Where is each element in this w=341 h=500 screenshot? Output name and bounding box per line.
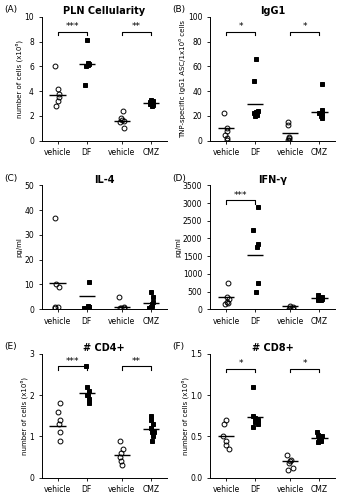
Title: # CD8+: # CD8+ bbox=[252, 343, 294, 353]
Title: PLN Cellularity: PLN Cellularity bbox=[63, 6, 145, 16]
Title: IgG1: IgG1 bbox=[260, 6, 285, 16]
Title: IFN-γ: IFN-γ bbox=[258, 174, 287, 184]
Text: *: * bbox=[302, 359, 307, 368]
Y-axis label: pg/ml: pg/ml bbox=[17, 238, 23, 258]
Text: (C): (C) bbox=[4, 174, 17, 183]
Text: *: * bbox=[302, 22, 307, 31]
Text: *: * bbox=[238, 359, 243, 368]
Text: ***: *** bbox=[65, 22, 79, 31]
Y-axis label: number of cells (x10⁶): number of cells (x10⁶) bbox=[181, 377, 189, 455]
Text: **: ** bbox=[132, 356, 141, 366]
Title: IL-4: IL-4 bbox=[94, 174, 115, 184]
Text: (D): (D) bbox=[173, 174, 186, 183]
Text: ***: *** bbox=[65, 356, 79, 366]
Text: ***: *** bbox=[234, 190, 247, 200]
Text: (B): (B) bbox=[173, 6, 186, 15]
Y-axis label: pg/ml: pg/ml bbox=[176, 238, 181, 258]
Y-axis label: TNP-specific IgG1 ASC/1x10⁶ cells: TNP-specific IgG1 ASC/1x10⁶ cells bbox=[179, 20, 187, 138]
Text: (E): (E) bbox=[4, 342, 17, 351]
Text: (A): (A) bbox=[4, 6, 17, 15]
Text: **: ** bbox=[132, 22, 141, 31]
Y-axis label: number of cells (x10⁶): number of cells (x10⁶) bbox=[20, 377, 28, 455]
Y-axis label: number of cells (x10⁶): number of cells (x10⁶) bbox=[15, 40, 23, 118]
Text: *: * bbox=[238, 22, 243, 31]
Text: (F): (F) bbox=[173, 342, 184, 351]
Title: # CD4+: # CD4+ bbox=[84, 343, 125, 353]
